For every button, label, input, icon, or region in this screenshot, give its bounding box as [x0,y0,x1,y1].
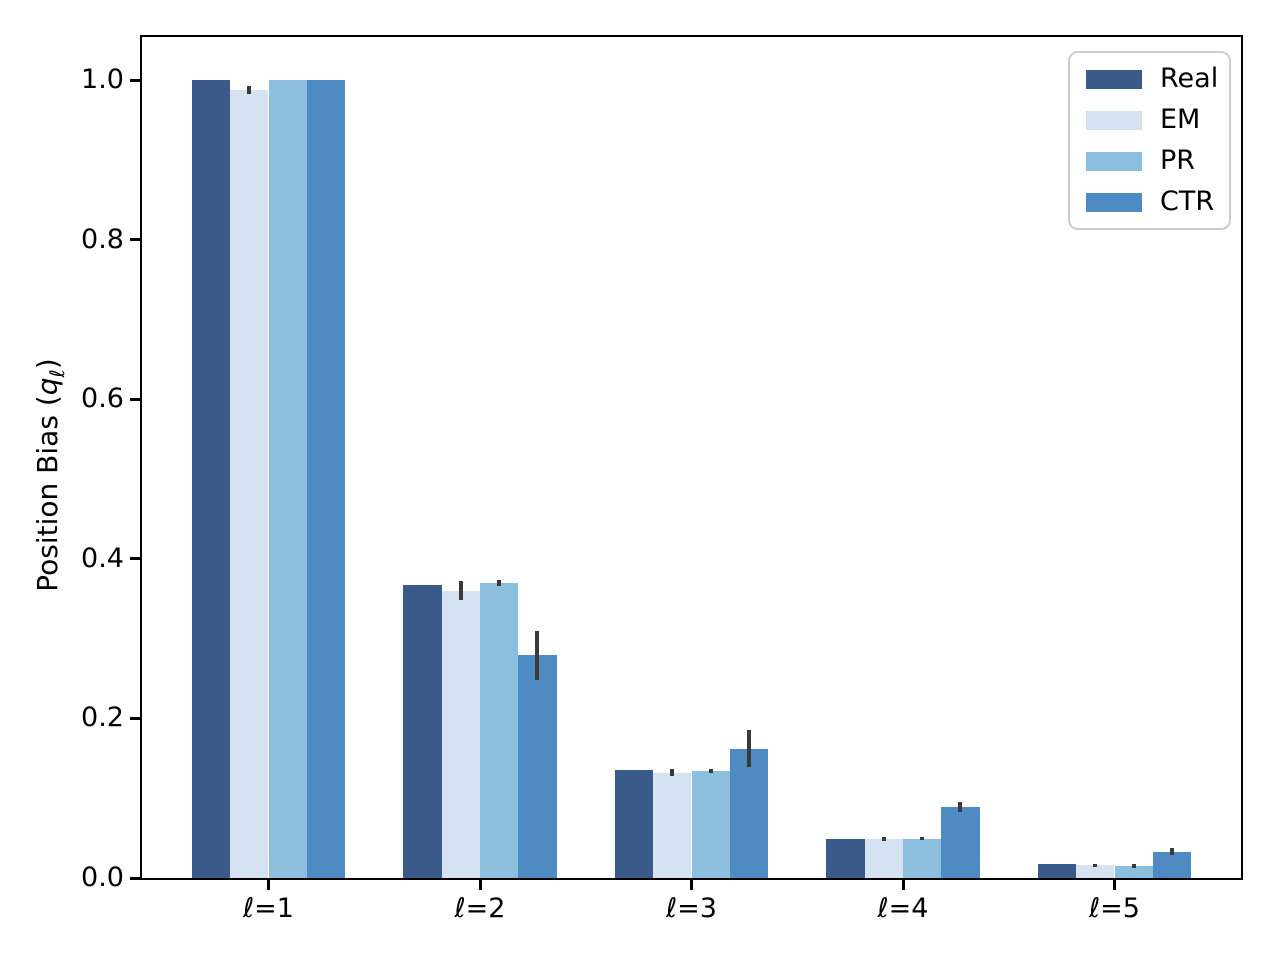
legend: Real EM PR CTR [1068,51,1231,230]
bar-pr-2 [480,582,519,878]
x-tick-label: ℓ=5 [1089,893,1140,924]
bar-ctr-4 [941,806,980,878]
legend-entry-ctr: CTR [1086,186,1215,217]
y-tick-label: 0.6 [81,383,124,415]
y-axis-tick [130,716,140,720]
error-bar-ctr-3 [746,730,751,768]
error-bar-pr-5 [1131,864,1136,868]
bar-pr-1 [268,80,307,878]
legend-swatch-real [1086,69,1142,89]
y-axis-tick [130,876,140,880]
bar-ctr-2 [518,655,557,878]
bar-em-5 [1076,865,1115,878]
bar-real-2 [403,585,442,878]
bar-pr-4 [903,838,942,878]
bar-real-4 [826,838,865,878]
legend-label-ctr: CTR [1160,186,1215,217]
bar-ctr-1 [306,80,346,878]
legend-label-em: EM [1160,104,1201,135]
error-bar-ctr-4 [958,802,963,812]
error-bar-em-4 [881,836,886,842]
bar-em-1 [230,89,269,878]
x-axis-tick [478,880,482,890]
x-tick-label: ℓ=4 [877,893,929,924]
bar-real-3 [614,770,654,878]
y-tick-label: 0.4 [81,542,124,574]
plot-area [130,35,1243,890]
y-tick-label: 0.0 [81,862,124,893]
bar-real-1 [191,80,231,878]
y-axis-tick [130,557,140,561]
y-axis-label-subscript: ℓ [44,369,69,378]
bar-pr-5 [1114,866,1153,878]
x-axis-tick [1113,880,1116,890]
y-axis-tick [130,78,140,82]
legend-swatch-em [1086,110,1142,130]
error-bar-ctr-2 [535,630,540,681]
error-bar-em-3 [670,769,675,776]
error-bar-em-5 [1093,863,1098,867]
bar-pr-3 [691,771,730,878]
legend-entry-em: EM [1086,106,1213,134]
error-bar-em-1 [247,85,252,94]
y-axis-label-suffix: ) [31,358,65,370]
bar-ctr-3 [729,748,769,878]
error-bar-ctr-5 [1169,848,1174,855]
y-axis-tick [130,238,140,242]
legend-swatch-ctr [1086,192,1142,212]
x-axis-tick [267,880,270,890]
error-bar-pr-4 [920,837,925,841]
y-axis-tick [130,397,140,401]
bar-em-2 [441,590,480,878]
error-bar-pr-3 [708,769,713,773]
bar-ctr-5 [1152,851,1192,878]
x-axis-tick [690,880,693,890]
bar-em-4 [864,838,903,878]
error-bar-em-2 [458,581,463,601]
bar-em-3 [653,772,692,878]
legend-entry-pr: PR [1086,147,1213,175]
x-tick-label: ℓ=2 [454,893,506,924]
error-bar-pr-2 [497,579,502,586]
x-tick-label: ℓ=3 [666,893,717,924]
legend-entry-real: Real [1086,65,1218,93]
y-tick-label: 1.0 [81,64,124,96]
x-axis-tick [901,880,905,890]
legend-label-real: Real [1160,63,1219,94]
legend-label-pr: PR [1160,145,1196,176]
legend-swatch-pr [1086,151,1142,171]
x-tick-label: ℓ=1 [243,893,294,924]
bar-real-5 [1037,864,1077,878]
y-tick-label: 0.2 [81,702,124,734]
y-tick-label: 0.8 [81,223,124,255]
